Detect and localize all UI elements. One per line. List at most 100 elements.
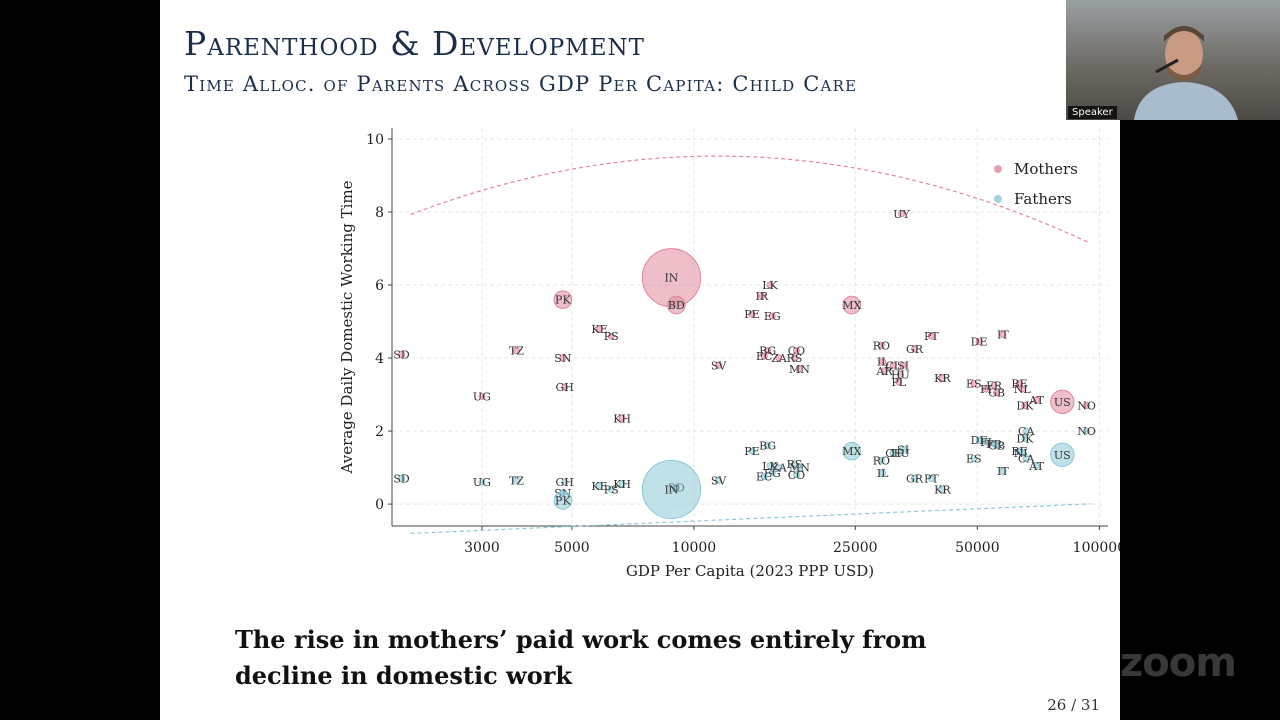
point-fathers	[607, 485, 615, 493]
point-label: AR	[875, 365, 893, 378]
point-fathers	[1083, 427, 1091, 435]
point-fathers	[766, 462, 774, 470]
slide-title: Parenthood & Development	[184, 24, 646, 63]
point-label: RO	[873, 454, 890, 467]
point-label: MN	[789, 363, 810, 376]
x-tick-label: 5000	[554, 540, 590, 556]
point-mothers	[553, 290, 573, 309]
point-mothers	[768, 312, 776, 320]
point-fathers	[715, 476, 723, 484]
point-mothers	[1018, 385, 1026, 393]
y-tick-label: 8	[375, 205, 384, 221]
point-label: PE	[744, 308, 759, 321]
point-label: DK	[1016, 400, 1034, 413]
point-fathers	[512, 476, 520, 484]
point-mothers	[1050, 389, 1075, 415]
legend-marker	[994, 165, 1002, 173]
point-label: MX	[842, 299, 861, 312]
point-mothers	[877, 341, 885, 349]
point-mothers	[792, 347, 800, 355]
point-mothers	[1021, 402, 1029, 410]
point-mothers	[896, 370, 904, 378]
point-fathers	[768, 469, 776, 477]
point-label: LK	[762, 460, 778, 473]
point-mothers	[790, 354, 798, 362]
point-label: PK	[555, 494, 571, 507]
point-fathers	[899, 445, 907, 453]
point-fathers	[775, 464, 783, 472]
point-label: RS	[787, 352, 803, 365]
point-label: GH	[556, 476, 574, 489]
point-fathers	[975, 436, 983, 444]
page-number: 26 / 31	[1047, 696, 1100, 714]
speaker-avatar	[1134, 26, 1238, 120]
point-fathers	[889, 449, 897, 457]
point-label: GB	[988, 440, 1005, 453]
point-fathers	[1022, 454, 1030, 462]
point-label: UG	[473, 390, 491, 403]
takeaway-line-1: The rise in mothers’ paid work comes ent…	[235, 625, 927, 654]
point-label: FI	[980, 436, 992, 449]
point-label: EC	[756, 350, 772, 363]
point-fathers	[1033, 462, 1041, 470]
point-label: SI	[897, 359, 909, 372]
point-label: FR	[986, 379, 1003, 392]
point-mothers	[897, 210, 905, 218]
point-label: PL	[891, 376, 906, 389]
point-mothers	[559, 354, 567, 362]
point-mothers	[938, 374, 946, 382]
point-mothers	[911, 345, 919, 353]
point-mothers	[1015, 380, 1023, 388]
point-mothers	[478, 392, 486, 400]
point-mothers	[618, 414, 626, 422]
point-label: AT	[1028, 394, 1044, 407]
point-mothers	[975, 338, 983, 346]
point-label: HU	[891, 368, 910, 381]
point-label: CL	[885, 447, 901, 460]
point-fathers	[877, 456, 885, 464]
point-label: KE	[591, 480, 607, 493]
point-fathers	[1022, 427, 1030, 435]
x-tick-label: 10000	[672, 540, 717, 556]
point-label: ZA	[771, 352, 788, 365]
takeaway-text: The rise in mothers’ paid work comes ent…	[235, 622, 1035, 694]
point-label: CO	[788, 345, 805, 358]
point-label: FI	[980, 383, 992, 396]
point-fathers	[970, 454, 978, 462]
point-label: ES	[966, 452, 982, 465]
fit-line-fathers	[410, 503, 1091, 534]
point-label: AT	[1028, 460, 1044, 473]
point-label: GB	[988, 387, 1005, 400]
point-label: US	[1054, 449, 1071, 462]
point-label: EC	[756, 471, 772, 484]
point-fathers	[792, 471, 800, 479]
point-label: UY	[893, 208, 910, 221]
fit-line-mothers	[410, 155, 1091, 244]
point-mothers	[990, 381, 998, 389]
point-fathers	[842, 441, 862, 461]
speaker-video-tile[interactable]: Speaker	[1066, 0, 1280, 120]
point-label: BG	[759, 440, 776, 453]
point-mothers	[899, 361, 907, 369]
point-mothers	[927, 332, 935, 340]
point-label: PK	[555, 294, 571, 307]
point-label: KH	[613, 412, 631, 425]
point-fathers	[760, 473, 768, 481]
point-fathers	[795, 464, 803, 472]
point-fathers	[618, 480, 626, 488]
point-fathers	[938, 485, 946, 493]
y-tick-label: 6	[375, 278, 384, 294]
point-fathers	[999, 467, 1007, 475]
point-mothers	[512, 347, 520, 355]
point-fathers	[1018, 449, 1026, 457]
y-tick-label: 10	[366, 132, 384, 148]
point-fathers	[1050, 442, 1075, 467]
point-label: SD	[393, 473, 410, 486]
point-mothers	[398, 350, 406, 358]
point-label: IT	[997, 328, 1009, 341]
point-label: PT	[924, 473, 939, 486]
point-mothers	[1033, 396, 1041, 404]
point-fathers	[1021, 434, 1029, 442]
point-label: SD	[393, 348, 410, 361]
point-mothers	[667, 295, 686, 315]
